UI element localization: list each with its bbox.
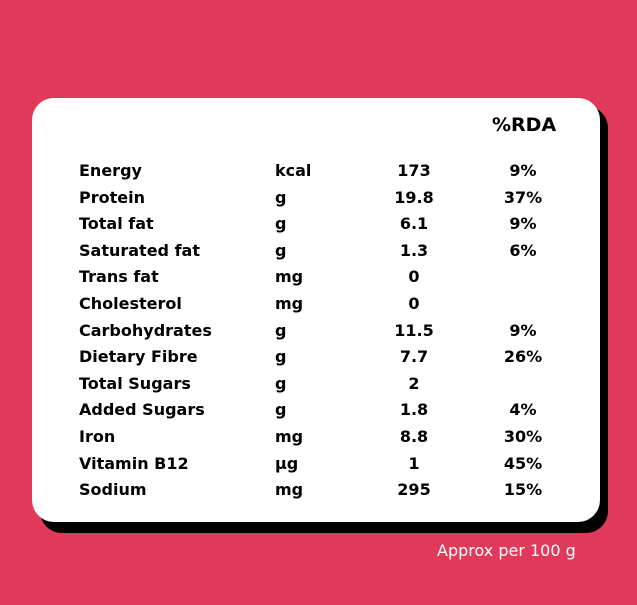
- nutrient-row: Trans fat mg 0: [32, 264, 600, 291]
- nutrient-rda: 37%: [503, 187, 543, 207]
- nutrient-value: 1.3: [399, 240, 429, 260]
- nutrient-name: Iron: [79, 426, 116, 446]
- nutrient-rda: 15%: [503, 480, 543, 500]
- nutrient-row: Vitamin B12 µg 1 45%: [32, 451, 600, 478]
- nutrient-rda: 9%: [509, 161, 537, 180]
- nutrient-unit: µg: [275, 453, 299, 473]
- nutrient-unit: g: [275, 320, 287, 340]
- nutrient-row: Total fat g 6.1 9%: [32, 211, 600, 238]
- nutrient-value: 295: [397, 480, 431, 500]
- nutrient-value: 6.1: [399, 214, 429, 234]
- nutrient-name: Total fat: [79, 214, 154, 234]
- nutrient-rda: 9%: [509, 320, 537, 340]
- nutrient-value: 1: [408, 453, 420, 473]
- nutrient-rda: 30%: [503, 426, 543, 446]
- nutrient-value: 0: [408, 267, 420, 287]
- nutrient-value: 19.8: [394, 187, 434, 207]
- nutrient-value: 8.8: [399, 426, 429, 446]
- nutrient-name: Trans fat: [79, 267, 159, 287]
- nutrient-value: 173: [397, 161, 431, 180]
- nutrient-rda: 4%: [509, 400, 537, 420]
- nutrient-unit: kcal: [275, 161, 312, 180]
- nutrient-unit: g: [275, 240, 287, 260]
- nutrient-name: Dietary Fibre: [79, 347, 198, 367]
- nutrient-value: 1.8: [399, 400, 429, 420]
- nutrient-row: Protein g 19.8 37%: [32, 185, 600, 212]
- nutrient-row: Cholesterol mg 0: [32, 291, 600, 318]
- nutrient-unit: g: [275, 214, 287, 234]
- nutrient-row: Carbohydrates g 11.5 9%: [32, 318, 600, 345]
- nutrient-row: Total Sugars g 2: [32, 371, 600, 398]
- nutrient-rda: 9%: [509, 214, 537, 234]
- nutrient-value: 11.5: [394, 320, 434, 340]
- nutrient-unit: mg: [275, 426, 304, 446]
- nutrient-name: Total Sugars: [79, 373, 191, 393]
- nutrient-rda: 26%: [503, 347, 543, 367]
- nutrient-unit: g: [275, 187, 287, 207]
- nutrient-name: Vitamin B12: [79, 453, 189, 473]
- nutrient-row: Sodium mg 295 15%: [32, 477, 600, 504]
- rda-column-header: %RDA: [492, 114, 557, 136]
- serving-footnote: Approx per 100 g: [437, 541, 576, 560]
- nutrient-value: 2: [408, 373, 420, 393]
- nutrient-unit: g: [275, 347, 287, 367]
- nutrient-unit: g: [275, 400, 287, 420]
- nutrient-unit: g: [275, 373, 287, 393]
- nutrient-row: Iron mg 8.8 30%: [32, 424, 600, 451]
- nutrient-name: Sodium: [79, 480, 147, 500]
- nutrient-name: Saturated fat: [79, 240, 200, 260]
- nutrient-name: Protein: [79, 187, 145, 207]
- nutrient-unit: mg: [275, 480, 304, 500]
- nutrient-name: Carbohydrates: [79, 320, 212, 340]
- nutrient-rda: 6%: [509, 240, 537, 260]
- nutrient-row: Energy kcal 173 9%: [32, 158, 600, 185]
- nutrient-value: 7.7: [399, 347, 429, 367]
- nutrient-unit: mg: [275, 293, 304, 313]
- nutrient-name: Energy: [79, 161, 142, 180]
- nutrient-name: Cholesterol: [79, 293, 182, 313]
- nutrient-name: Added Sugars: [79, 400, 205, 420]
- nutrition-card: %RDA Energy kcal 173 9% Protein g 19.8 37% Total…: [32, 98, 600, 522]
- nutrient-unit: mg: [275, 267, 304, 287]
- nutrient-value: 0: [408, 293, 420, 313]
- nutrient-row: Saturated fat g 1.3 6%: [32, 238, 600, 265]
- nutrient-rda: 45%: [503, 453, 543, 473]
- nutrient-row: Added Sugars g 1.8 4%: [32, 397, 600, 424]
- nutrient-row: Dietary Fibre g 7.7 26%: [32, 344, 600, 371]
- nutrient-table: Energy kcal 173 9% Protein g 19.8 37% Total fat g…: [32, 158, 600, 504]
